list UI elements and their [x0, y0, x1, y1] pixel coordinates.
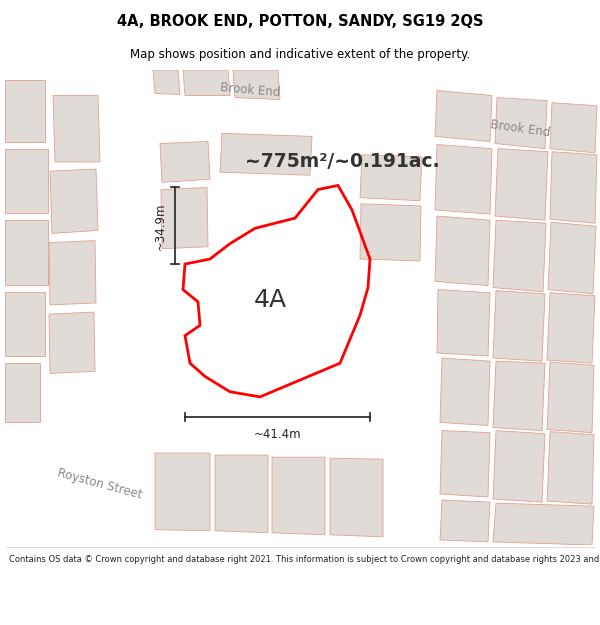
Polygon shape: [215, 455, 268, 532]
Polygon shape: [437, 289, 490, 356]
Polygon shape: [547, 362, 594, 432]
Text: ~34.9m: ~34.9m: [154, 202, 167, 249]
Polygon shape: [440, 358, 490, 426]
Text: Brook End: Brook End: [220, 81, 281, 99]
Text: Contains OS data © Crown copyright and database right 2021. This information is : Contains OS data © Crown copyright and d…: [9, 554, 600, 564]
Polygon shape: [233, 70, 280, 99]
Polygon shape: [220, 70, 300, 96]
Polygon shape: [220, 133, 312, 175]
Polygon shape: [70, 70, 470, 136]
Polygon shape: [49, 241, 96, 305]
Polygon shape: [5, 363, 40, 423]
Polygon shape: [435, 91, 492, 141]
Polygon shape: [360, 204, 421, 261]
Text: Brook End: Brook End: [490, 118, 551, 139]
Polygon shape: [495, 98, 547, 149]
Polygon shape: [547, 292, 595, 363]
Polygon shape: [5, 292, 45, 356]
Polygon shape: [145, 432, 430, 448]
Polygon shape: [53, 96, 100, 162]
Text: ~41.4m: ~41.4m: [254, 428, 301, 441]
Polygon shape: [49, 312, 95, 373]
Polygon shape: [547, 432, 594, 504]
Polygon shape: [0, 434, 300, 540]
Polygon shape: [272, 457, 325, 535]
Polygon shape: [493, 361, 545, 431]
Text: Map shows position and indicative extent of the property.: Map shows position and indicative extent…: [130, 48, 470, 61]
Polygon shape: [420, 106, 600, 177]
Text: ~775m²/~0.191ac.: ~775m²/~0.191ac.: [245, 152, 440, 171]
Polygon shape: [153, 70, 180, 94]
Polygon shape: [440, 500, 490, 542]
Polygon shape: [493, 220, 546, 292]
Polygon shape: [135, 177, 165, 432]
Text: Royston Street: Royston Street: [56, 466, 144, 501]
Polygon shape: [330, 458, 383, 537]
Polygon shape: [5, 80, 45, 141]
Polygon shape: [5, 149, 48, 213]
Polygon shape: [183, 70, 230, 96]
Text: 4A, BROOK END, POTTON, SANDY, SG19 2QS: 4A, BROOK END, POTTON, SANDY, SG19 2QS: [117, 14, 483, 29]
Polygon shape: [360, 155, 422, 201]
Polygon shape: [548, 222, 596, 294]
Polygon shape: [50, 169, 98, 234]
Polygon shape: [5, 220, 48, 284]
Polygon shape: [435, 144, 492, 214]
Polygon shape: [493, 503, 594, 545]
Polygon shape: [440, 431, 490, 497]
Polygon shape: [435, 216, 490, 286]
Polygon shape: [550, 152, 597, 223]
Polygon shape: [160, 141, 210, 182]
Polygon shape: [550, 102, 597, 152]
Polygon shape: [493, 431, 545, 502]
Polygon shape: [493, 291, 545, 361]
Polygon shape: [495, 149, 548, 220]
Text: 4A: 4A: [253, 288, 287, 312]
Polygon shape: [155, 453, 210, 531]
Polygon shape: [161, 188, 208, 249]
